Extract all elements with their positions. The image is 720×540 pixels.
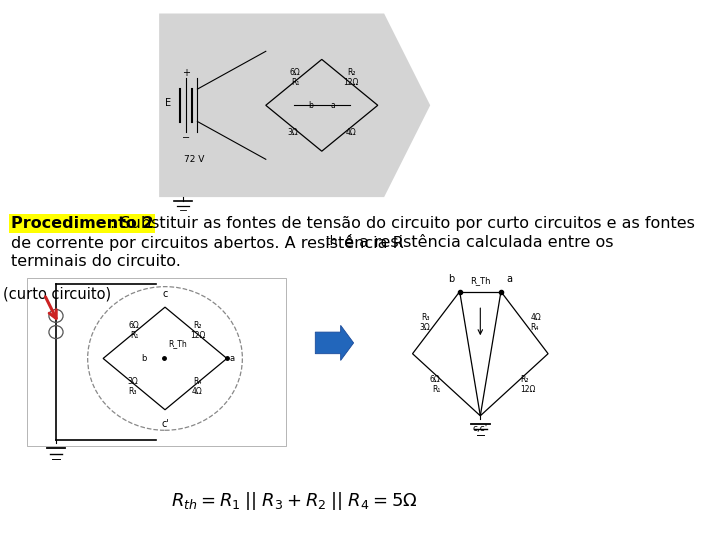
Text: : Substituir as fontes de tensão do circuito por curto circuitos e as fontes: : Substituir as fontes de tensão do circ… [109, 216, 695, 231]
Text: b: b [448, 273, 454, 284]
Text: R_Th: R_Th [470, 276, 490, 285]
Text: 6Ω
R₁: 6Ω R₁ [129, 321, 140, 340]
Text: (curto circuito): (curto circuito) [3, 287, 111, 302]
Text: R₄
4Ω: R₄ 4Ω [192, 377, 203, 396]
Text: 6Ω
R₁: 6Ω R₁ [290, 68, 301, 87]
Text: R₂
12Ω: R₂ 12Ω [190, 321, 205, 340]
Text: c': c' [161, 420, 169, 429]
Text: 4Ω: 4Ω [346, 129, 356, 137]
Text: R₃
3Ω: R₃ 3Ω [420, 313, 431, 332]
Text: E: E [165, 98, 171, 107]
Text: c,c': c,c' [473, 424, 488, 433]
Text: R₂
12Ω: R₂ 12Ω [343, 68, 359, 87]
Text: a: a [330, 101, 336, 110]
Text: a: a [507, 273, 513, 284]
Text: b: b [141, 354, 146, 363]
Text: R₂
12Ω: R₂ 12Ω [520, 375, 536, 394]
Text: 3Ω: 3Ω [287, 129, 297, 137]
Text: de corrente por circuitos abertos. A resistência R: de corrente por circuitos abertos. A res… [11, 235, 403, 251]
Text: th: th [326, 235, 338, 248]
Text: −: − [181, 133, 189, 143]
FancyArrow shape [315, 325, 354, 361]
Text: 6Ω
R₁: 6Ω R₁ [430, 375, 441, 394]
Text: a: a [230, 354, 235, 363]
Text: c: c [162, 289, 168, 299]
Text: 4Ω
R₄: 4Ω R₄ [531, 313, 541, 332]
Text: b: b [308, 101, 313, 110]
Text: é a resistência calculada entre os: é a resistência calculada entre os [339, 235, 614, 250]
Text: R_Th: R_Th [168, 339, 186, 348]
Polygon shape [159, 14, 431, 197]
Text: terminais do circuito.: terminais do circuito. [11, 254, 181, 269]
Text: 72 V: 72 V [184, 155, 204, 164]
Text: +: + [181, 68, 189, 78]
Text: 3Ω
R₃: 3Ω R₃ [127, 377, 138, 396]
Text: $R_{th} = R_1 \; || \; R_3 + R_2 \; || \; R_4 = 5\Omega$: $R_{th} = R_1 \; || \; R_3 + R_2 \; || \… [171, 490, 418, 512]
Bar [27, 278, 286, 446]
Text: Procedimento 2: Procedimento 2 [11, 216, 153, 231]
